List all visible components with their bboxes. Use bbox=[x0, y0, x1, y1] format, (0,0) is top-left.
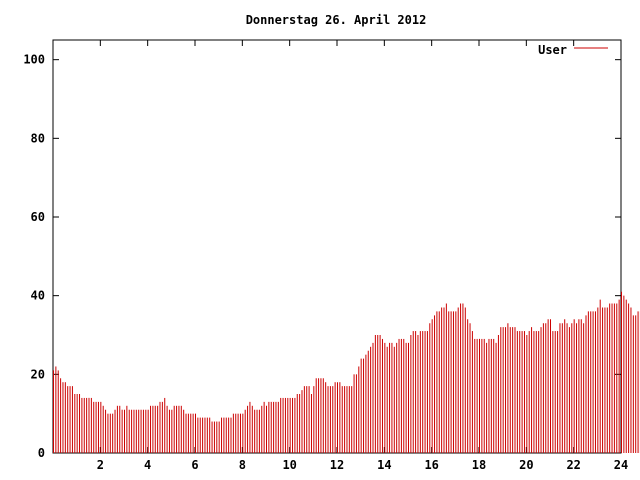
y-tick-label: 40 bbox=[31, 289, 45, 303]
series-bars bbox=[53, 291, 640, 453]
x-tick-label: 6 bbox=[191, 458, 198, 472]
x-tick-label: 2 bbox=[97, 458, 104, 472]
x-tick-label: 22 bbox=[566, 458, 580, 472]
x-tick-label: 10 bbox=[282, 458, 296, 472]
y-tick-label: 100 bbox=[23, 53, 45, 67]
y-tick-label: 20 bbox=[31, 367, 45, 381]
y-tick-label: 60 bbox=[31, 210, 45, 224]
x-tick-label: 16 bbox=[424, 458, 438, 472]
x-tick-label: 14 bbox=[377, 458, 391, 472]
y-tick-label: 0 bbox=[38, 446, 45, 460]
x-tick-label: 4 bbox=[144, 458, 151, 472]
y-axis-ticks: 0 20 40 60 80 100 bbox=[23, 53, 621, 460]
x-tick-label: 24 bbox=[614, 458, 628, 472]
x-tick-label: 20 bbox=[519, 458, 533, 472]
chart-title: Donnerstag 26. April 2012 bbox=[246, 13, 427, 27]
x-tick-label: 8 bbox=[239, 458, 246, 472]
legend: User bbox=[538, 43, 608, 57]
x-tick-label: 12 bbox=[330, 458, 344, 472]
x-tick-label: 18 bbox=[472, 458, 486, 472]
y-tick-label: 80 bbox=[31, 131, 45, 145]
legend-label: User bbox=[538, 43, 567, 57]
